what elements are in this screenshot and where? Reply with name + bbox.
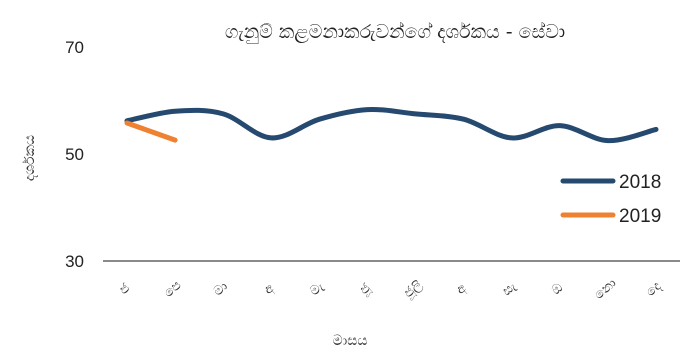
y-axis-ticks: 30 50 70 [65,38,84,271]
y-tick-label: 30 [65,252,84,271]
x-axis-categories: ජ පෙ මා අ මැ ජූ ජූලි අ සැ ඔ නො දෙ [117,276,665,303]
x-tick-label: ඔ [549,280,566,298]
x-axis-label: මාසය [333,333,368,349]
x-tick-label: මා [211,279,231,299]
x-tick-label: දෙ [643,279,664,300]
legend-label-2018: 2018 [619,172,661,193]
legend: 2018 2019 [560,172,661,227]
x-tick-label: මැ [307,279,327,299]
x-tick-label: නො [592,276,620,303]
x-tick-label: පෙ [161,278,184,301]
x-tick-label: සැ [500,279,520,299]
y-tick-label: 70 [65,38,84,57]
series-line-2019 [124,120,178,143]
y-axis-label: දර්ශකය [22,135,38,181]
series-line-2018 [124,106,659,144]
x-tick-label: අ [453,281,469,298]
chart-title: ගැනුම් කළමනාකරුවන්ගේ දර්ශකය - සේවා [225,21,565,45]
y-tick-label: 50 [65,145,84,164]
series-lines [124,106,659,144]
x-tick-label: අ [261,281,277,298]
x-tick-label: ජූ [357,281,374,298]
x-tick-label: ජූලි [401,278,425,302]
legend-label-2019: 2019 [619,206,661,227]
x-tick-label: ජ [117,281,134,298]
